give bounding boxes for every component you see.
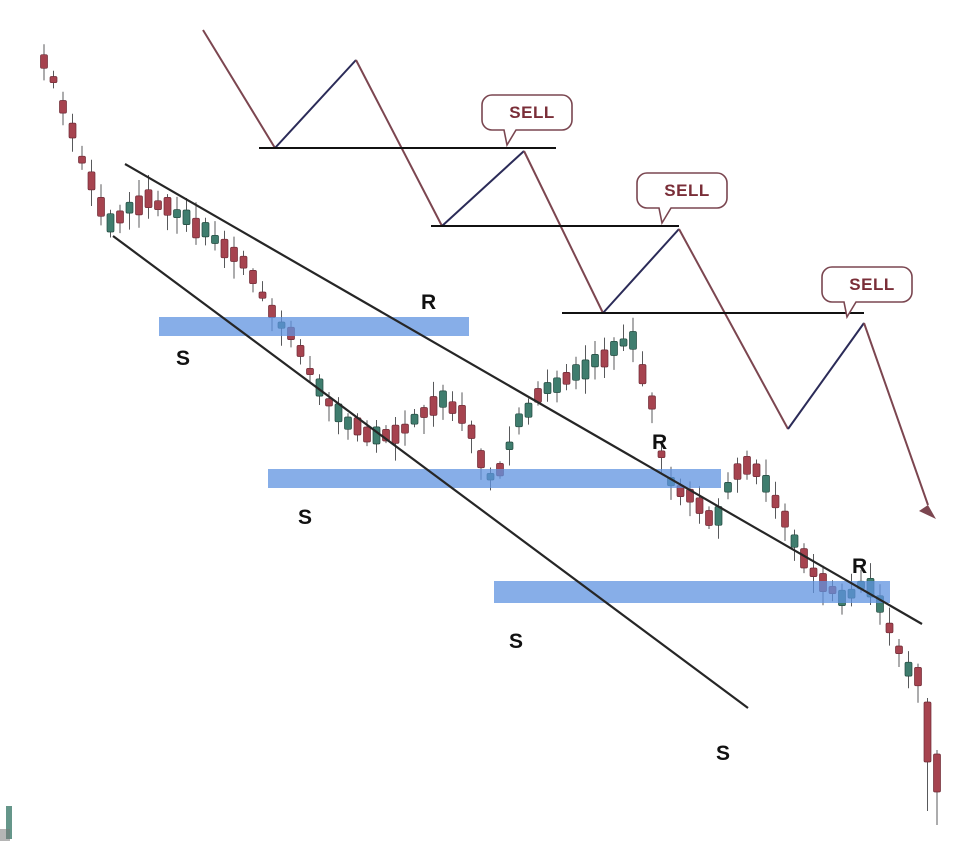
svg-text:S: S xyxy=(716,742,730,765)
svg-text:S: S xyxy=(298,506,312,529)
svg-text:S: S xyxy=(176,347,190,370)
svg-text:R: R xyxy=(852,555,867,578)
svg-text:SELL: SELL xyxy=(664,181,709,200)
svg-text:S: S xyxy=(509,630,523,653)
svg-text:SELL: SELL xyxy=(509,103,554,122)
svg-text:SELL: SELL xyxy=(849,275,894,294)
svg-text:R: R xyxy=(652,431,667,454)
svg-text:R: R xyxy=(421,291,436,314)
